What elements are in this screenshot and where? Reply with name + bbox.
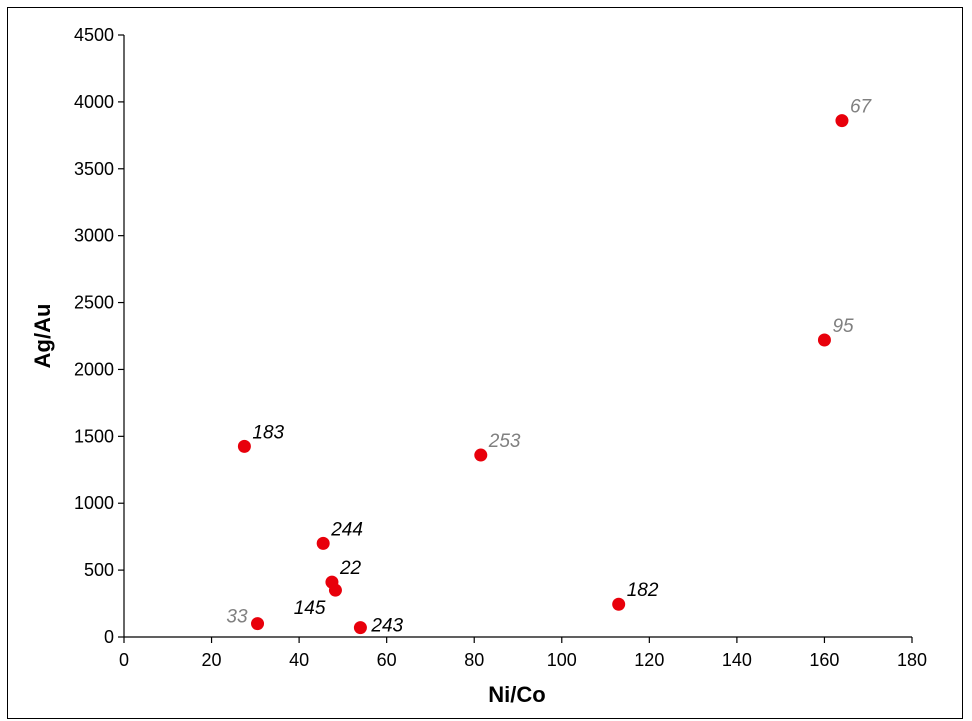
x-tick-label: 140	[722, 650, 752, 670]
y-axis-title: Ag/Au	[30, 304, 55, 369]
point-labels: 67 95 183 253 244 22 145 182 33 243	[226, 97, 872, 637]
x-tick-label: 60	[377, 650, 397, 670]
point-label: 243	[370, 616, 403, 637]
point-label: 22	[339, 558, 362, 579]
point-label: 95	[832, 316, 854, 337]
y-tick-label: 2000	[74, 359, 114, 379]
point-label: 253	[488, 431, 521, 452]
data-point	[612, 597, 626, 611]
axes	[123, 35, 912, 638]
y-tick-label: 1000	[74, 493, 114, 513]
y-tick-label: 3000	[74, 226, 114, 246]
point-label: 183	[252, 422, 284, 443]
data-point	[353, 621, 367, 635]
x-tick-label: 180	[897, 650, 927, 670]
y-tick-label: 4500	[74, 25, 114, 45]
x-tick-label: 160	[809, 650, 839, 670]
point-label: 33	[226, 607, 248, 628]
x-tick-label: 120	[634, 650, 664, 670]
point-label: 182	[627, 580, 659, 601]
point-label: 244	[330, 519, 363, 540]
data-points	[237, 114, 849, 635]
y-tick-label: 4000	[74, 92, 114, 112]
data-point	[817, 333, 831, 347]
data-point	[251, 617, 265, 631]
point-label: 145	[294, 598, 326, 619]
data-point	[237, 439, 251, 453]
y-tick-label: 500	[84, 560, 114, 580]
y-tick-label: 0	[104, 627, 114, 647]
data-point	[328, 583, 342, 597]
y-tick-label: 2500	[74, 293, 114, 313]
x-tick-label: 20	[202, 650, 222, 670]
x-tick-label: 40	[289, 650, 309, 670]
point-label: 67	[850, 97, 873, 118]
y-tick-label: 3500	[74, 159, 114, 179]
data-point	[316, 536, 330, 550]
data-point	[835, 114, 849, 128]
y-tick-label: 1500	[74, 426, 114, 446]
chart-frame	[7, 7, 963, 719]
x-tick-label: 80	[464, 650, 484, 670]
x-tick-label: 100	[547, 650, 577, 670]
data-point	[474, 448, 488, 462]
x-axis-title: Ni/Co	[488, 682, 545, 707]
x-tick-label: 0	[119, 650, 129, 670]
axis-ticks: 0 20 40 60 80 100 120 140 160 180 0 500 1000 1500 2000…	[74, 25, 927, 670]
